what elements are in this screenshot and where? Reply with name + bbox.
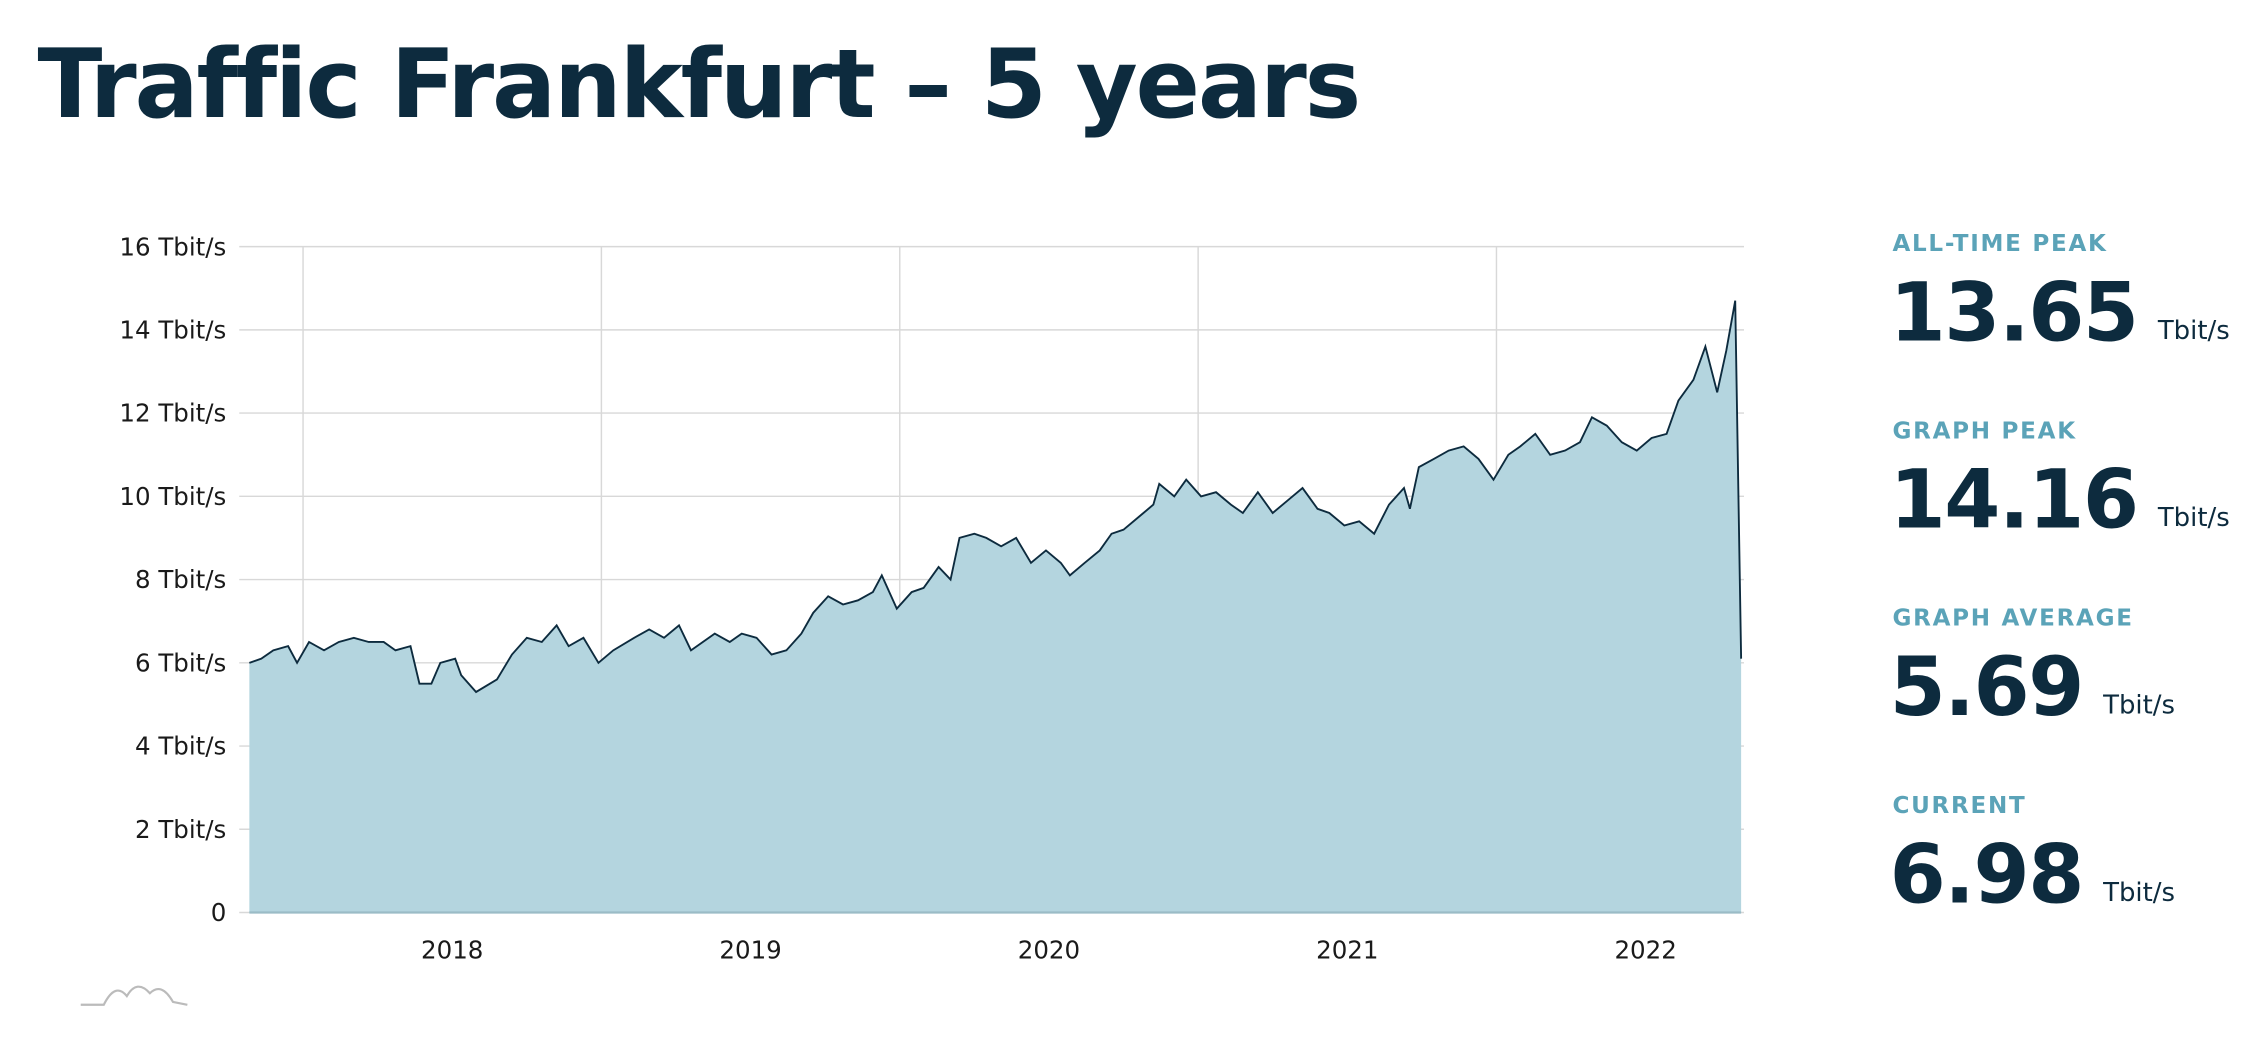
stat-unit: Tbit/s (2102, 691, 2175, 721)
line (249, 300, 1743, 694)
stat-value: 14.16 (1890, 454, 2138, 548)
stat-value: 6.98 (1890, 828, 2083, 922)
stat-value: 13.65 (1890, 266, 2138, 360)
stat-label: GRAPH AVERAGE (1892, 606, 2133, 632)
x-tick-label: 2018 (421, 936, 483, 965)
stat-value: 5.69 (1890, 641, 2083, 735)
x-tick-label: 2021 (1316, 936, 1378, 965)
stat-unit: Tbit/s (2157, 316, 2230, 346)
y-tick-label: 0 (211, 898, 227, 927)
x-tick-label: 2022 (1614, 936, 1676, 965)
y-tick-label: 14 Tbit/s (119, 316, 226, 345)
logo (80, 985, 188, 1006)
stat-unit: Tbit/s (2157, 503, 2230, 533)
area (249, 300, 1742, 913)
y-tick-label: 8 Tbit/s (135, 565, 226, 594)
y-tick-label: 6 Tbit/s (135, 648, 226, 677)
y-tick-label: 16 Tbit/s (119, 232, 226, 261)
y-tick-label: 10 Tbit/s (119, 482, 226, 511)
x-tick-label: 2020 (1018, 936, 1080, 965)
stat-label: CURRENT (1892, 793, 2026, 819)
stat-label: GRAPH PEAK (1892, 418, 2076, 444)
x-tick-label: 2019 (719, 936, 781, 965)
chart-title: Traffic Frankfurt – 5 years (37, 30, 1359, 140)
stat-label: ALL-TIME PEAK (1892, 231, 2107, 257)
y-tick-label: 2 Tbit/s (135, 815, 226, 844)
y-tick-label: 12 Tbit/s (119, 399, 226, 428)
y-tick-label: 4 Tbit/s (135, 732, 226, 761)
stat-unit: Tbit/s (2102, 878, 2175, 908)
